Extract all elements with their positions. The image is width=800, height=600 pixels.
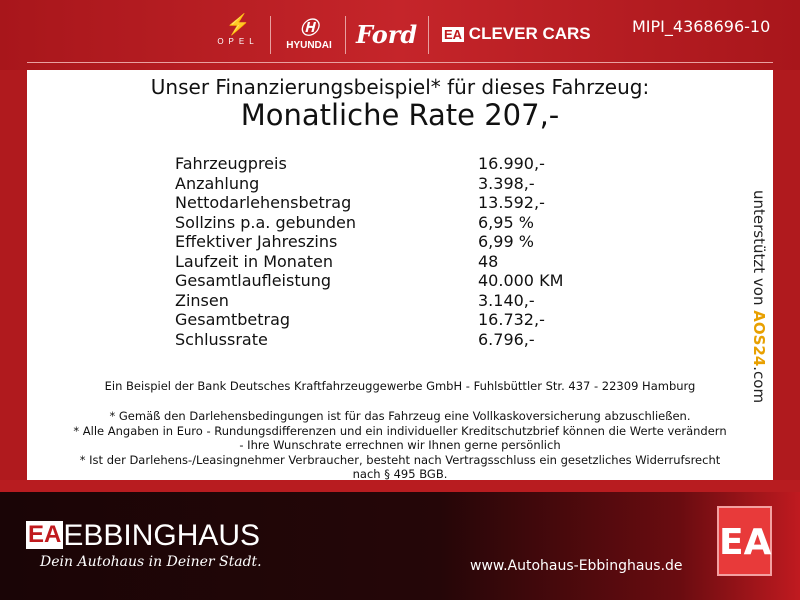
ea-emblem: EA <box>717 506 772 576</box>
opel-logo: ⚡ OPEL <box>213 12 263 46</box>
table-row: Anzahlung 3.398,- <box>175 174 535 193</box>
offer-id: MIPI_4368696-10 <box>632 17 771 36</box>
table-row: Effektiver Jahreszins 6,99 % <box>175 232 534 251</box>
note-5: nach § 495 BGB. <box>352 467 448 481</box>
table-row: Gesamtbetrag 16.732,- <box>175 310 545 329</box>
table-row: Sollzins p.a. gebunden 6,95 % <box>175 213 534 232</box>
bank-note: Ein Beispiel der Bank Deutsches Kraftfah… <box>104 379 696 393</box>
table-row: Nettodarlehensbetrag 13.592,- <box>175 193 545 212</box>
header-band: ⚡ OPEL Ⓗ HYUNDAI Ford EA CLEVER CARS MIP… <box>0 0 800 70</box>
note-1: * Gemäß den Darlehensbedingungen ist für… <box>109 409 691 423</box>
clever-cars-logo: EA CLEVER CARS <box>442 24 591 43</box>
opel-bolt-icon: ⚡ <box>225 14 251 36</box>
table-row: Zinsen 3.140,- <box>175 291 535 310</box>
hyundai-logo: Ⓗ HYUNDAI <box>286 18 332 51</box>
table-row: Schlussrate 6.796,- <box>175 330 535 349</box>
headline: Unser Finanzierungsbeispiel* für dieses … <box>150 75 650 99</box>
aos24-logo: AOS24 <box>750 310 768 367</box>
supported-by: unterstützt von AOS24.com <box>750 190 768 404</box>
table-row: Laufzeit in Monaten 48 <box>175 252 499 271</box>
website-link[interactable]: www.Autohaus-Ebbinghaus.de <box>470 558 683 574</box>
ford-logo: Ford <box>356 20 418 49</box>
table-row: Fahrzeugpreis 16.990,- <box>175 154 545 173</box>
ebbinghaus-logo: EAEBBINGHAUS <box>26 519 261 552</box>
footer: EAEBBINGHAUS Dein Autohaus in Deiner Sta… <box>0 492 800 600</box>
finance-panel <box>27 70 773 480</box>
table-row: Gesamtlaufleistung 40.000 KM <box>175 271 564 290</box>
note-3: - Ihre Wunschrate errechnen wir Ihnen ge… <box>239 438 561 452</box>
note-2: * Alle Angaben in Euro - Rundungsdiffere… <box>73 424 727 438</box>
slogan: Dein Autohaus in Deiner Stadt. <box>40 554 262 570</box>
monthly-rate: Monatliche Rate 207,- <box>240 98 560 132</box>
note-4: * Ist der Darlehens-/Leasingnehmer Verbr… <box>79 453 721 467</box>
